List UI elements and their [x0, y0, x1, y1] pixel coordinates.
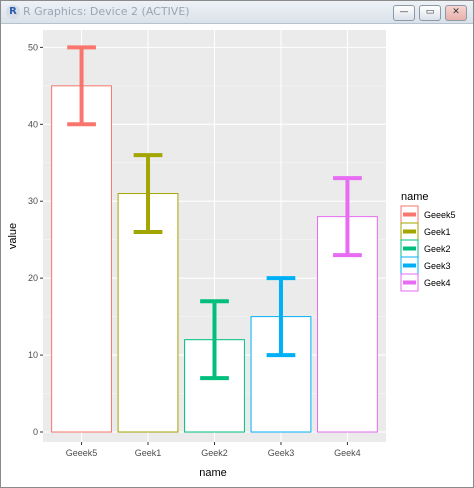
- legend-title: name: [401, 191, 429, 203]
- window-title: R Graphics: Device 2 (ACTIVE): [23, 5, 190, 18]
- error-bar-geek4: [333, 176, 362, 258]
- y-tick-label: 30: [28, 196, 38, 206]
- legend-item-geek3: Geek3: [400, 256, 451, 275]
- plot-area: 0 10 20 30 40 50 Geeek5 Geek1 Geek2 Geek3 Geek4 n…: [1, 24, 473, 487]
- legend-item-geek1: Geek1: [400, 222, 451, 241]
- title-bar[interactable]: R R Graphics: Device 2 (ACTIVE) — ▭ ✕: [1, 1, 473, 24]
- x-tick-label: Geek4: [334, 448, 361, 458]
- y-tick-label: 40: [28, 119, 38, 129]
- r-app-icon: R: [6, 5, 20, 19]
- error-bars: [67, 45, 362, 381]
- y-axis: 0 10 20 30 40 50: [28, 42, 43, 437]
- y-tick-label: 50: [28, 42, 38, 52]
- y-axis-title: value: [7, 223, 19, 249]
- legend-label: Geek4: [424, 278, 451, 288]
- error-bar-geeek5: [67, 45, 96, 127]
- close-icon: ✕: [452, 7, 460, 17]
- legend-item-geeek5: Geeek5: [400, 205, 456, 224]
- minimize-icon: —: [399, 7, 409, 17]
- error-bar-geek3: [266, 276, 296, 358]
- error-bar-geek2: [200, 299, 229, 381]
- x-axis: Geeek5 Geek1 Geek2 Geek3 Geek4: [66, 442, 361, 458]
- legend-item-geek2: Geek2: [400, 239, 451, 258]
- close-button[interactable]: ✕: [445, 5, 467, 21]
- legend-label: Geeek5: [424, 210, 456, 220]
- bar-geeek5: [51, 85, 112, 433]
- x-axis-title: name: [199, 467, 227, 479]
- y-tick-label: 20: [28, 273, 38, 283]
- legend: name Geeek5 Geek1 Geek2 Geek3 Geek4: [400, 191, 456, 292]
- x-tick-label: Geek3: [268, 448, 295, 458]
- x-tick-label: Geeek5: [66, 448, 98, 458]
- x-tick-label: Geek2: [201, 448, 228, 458]
- maximize-icon: ▭: [425, 7, 435, 17]
- legend-label: Geek1: [424, 227, 451, 237]
- x-tick-label: Geek1: [135, 448, 162, 458]
- y-tick-label: 10: [28, 350, 38, 360]
- minimize-button[interactable]: —: [393, 5, 415, 21]
- maximize-button[interactable]: ▭: [419, 5, 441, 21]
- legend-label: Geek2: [424, 244, 451, 254]
- error-bar-geek1: [133, 153, 163, 234]
- y-tick-label: 0: [33, 427, 38, 437]
- legend-item-geek4: Geek4: [400, 273, 451, 292]
- bar-chart: 0 10 20 30 40 50 Geeek5 Geek1 Geek2 Geek3 Geek4 n…: [7, 30, 456, 479]
- legend-label: Geek3: [424, 261, 451, 271]
